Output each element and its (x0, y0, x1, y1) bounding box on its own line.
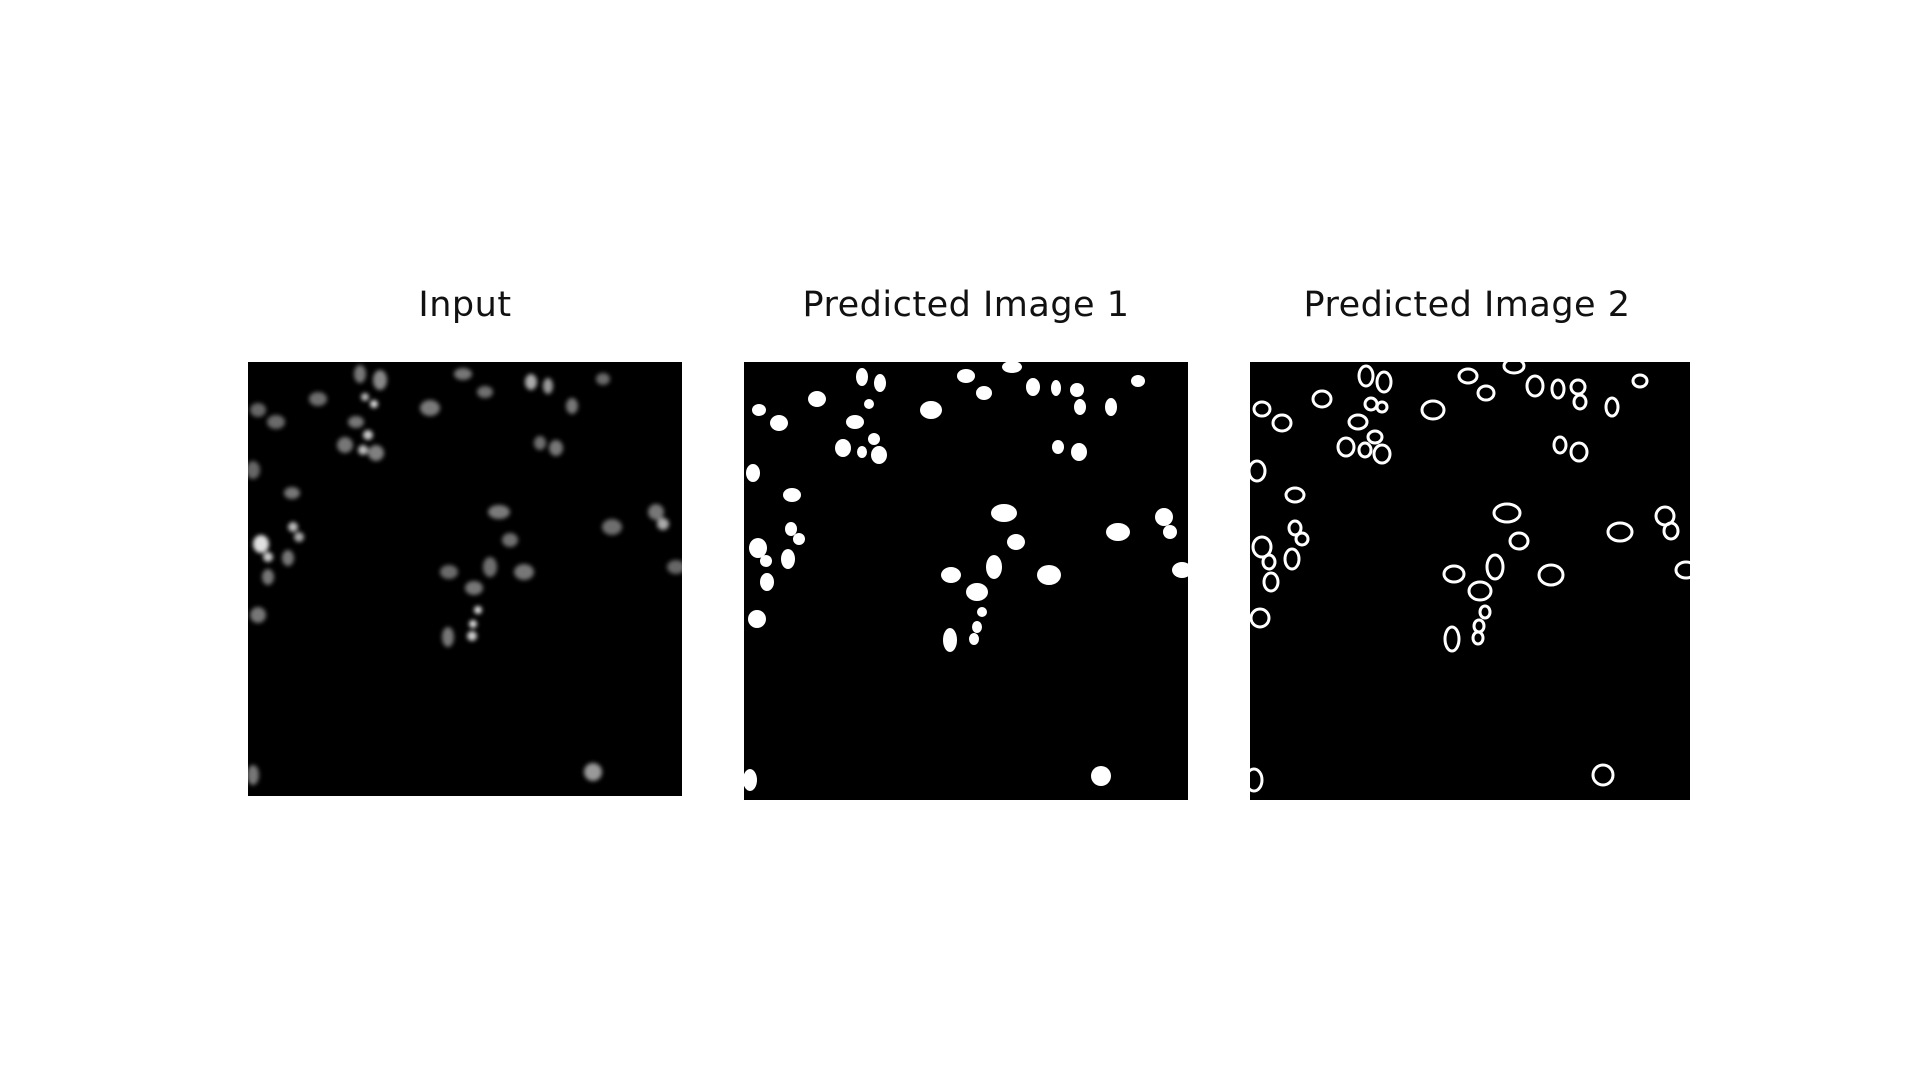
panel-title-input: Input (418, 285, 511, 325)
predicted-contours (1250, 362, 1690, 791)
predicted-image-2-canvas (1250, 362, 1690, 800)
predicted-image-2 (1250, 362, 1690, 800)
input-image (248, 362, 682, 796)
panel-title-predicted-2: Predicted Image 2 (1304, 285, 1631, 325)
input-image-canvas (248, 362, 682, 796)
predicted-image-1 (744, 362, 1188, 800)
input-nuclei (248, 365, 682, 785)
panel-title-predicted-1: Predicted Image 1 (803, 285, 1130, 325)
predicted-image-1-canvas (744, 362, 1188, 800)
predicted-masks (744, 362, 1188, 791)
